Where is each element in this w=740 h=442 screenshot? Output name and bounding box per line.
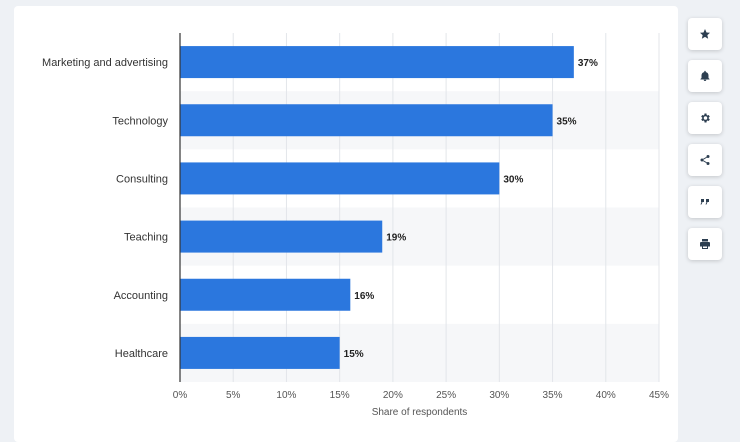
bar [180, 104, 553, 137]
value-label: 30% [503, 174, 523, 185]
side-toolbar [688, 18, 722, 270]
value-label: 16% [354, 291, 374, 302]
quote-icon [700, 199, 709, 205]
value-label: 37% [578, 58, 598, 69]
value-label: 19% [386, 233, 406, 244]
bar [180, 46, 574, 79]
x-axis-title: Share of respondents [372, 407, 468, 418]
share-icon [700, 155, 710, 165]
bar [180, 336, 340, 369]
bell-icon [700, 70, 710, 81]
x-tick-label: 40% [596, 390, 616, 401]
chart-card: 0% 5% 10% 15% 20% 25% 30% 35% 40% 45% Marketing an… [14, 6, 678, 442]
x-tick-label: 0% [173, 390, 188, 401]
value-label: 15% [344, 349, 364, 360]
bar [180, 162, 500, 195]
print-button[interactable] [688, 228, 722, 260]
x-tick-label: 5% [226, 390, 241, 401]
print-icon [700, 239, 710, 249]
x-tick-label: 10% [276, 390, 296, 401]
x-tick-label: 15% [330, 390, 350, 401]
notification-button[interactable] [688, 60, 722, 92]
favorite-button[interactable] [688, 18, 722, 50]
x-tick-label: 20% [383, 390, 403, 401]
value-label: 35% [557, 116, 577, 127]
bar-chart: 0% 5% 10% 15% 20% 25% 30% 35% 40% 45% Marketing an… [42, 33, 669, 418]
star-icon [700, 29, 710, 39]
category-label: Consulting [116, 173, 168, 185]
settings-button[interactable] [688, 102, 722, 134]
x-tick-label: 30% [489, 390, 509, 401]
category-label: Technology [112, 115, 168, 127]
cite-button[interactable] [688, 186, 722, 218]
x-tick-label: 45% [649, 390, 669, 401]
category-label: Healthcare [115, 348, 168, 360]
gear-icon [701, 113, 710, 123]
category-label: Accounting [114, 290, 168, 302]
category-label: Marketing and advertising [42, 57, 168, 69]
x-tick-label: 25% [436, 390, 456, 401]
category-label: Teaching [124, 232, 168, 244]
share-button[interactable] [688, 144, 722, 176]
x-tick-label: 35% [543, 390, 563, 401]
bar [180, 278, 351, 311]
bar [180, 220, 383, 253]
